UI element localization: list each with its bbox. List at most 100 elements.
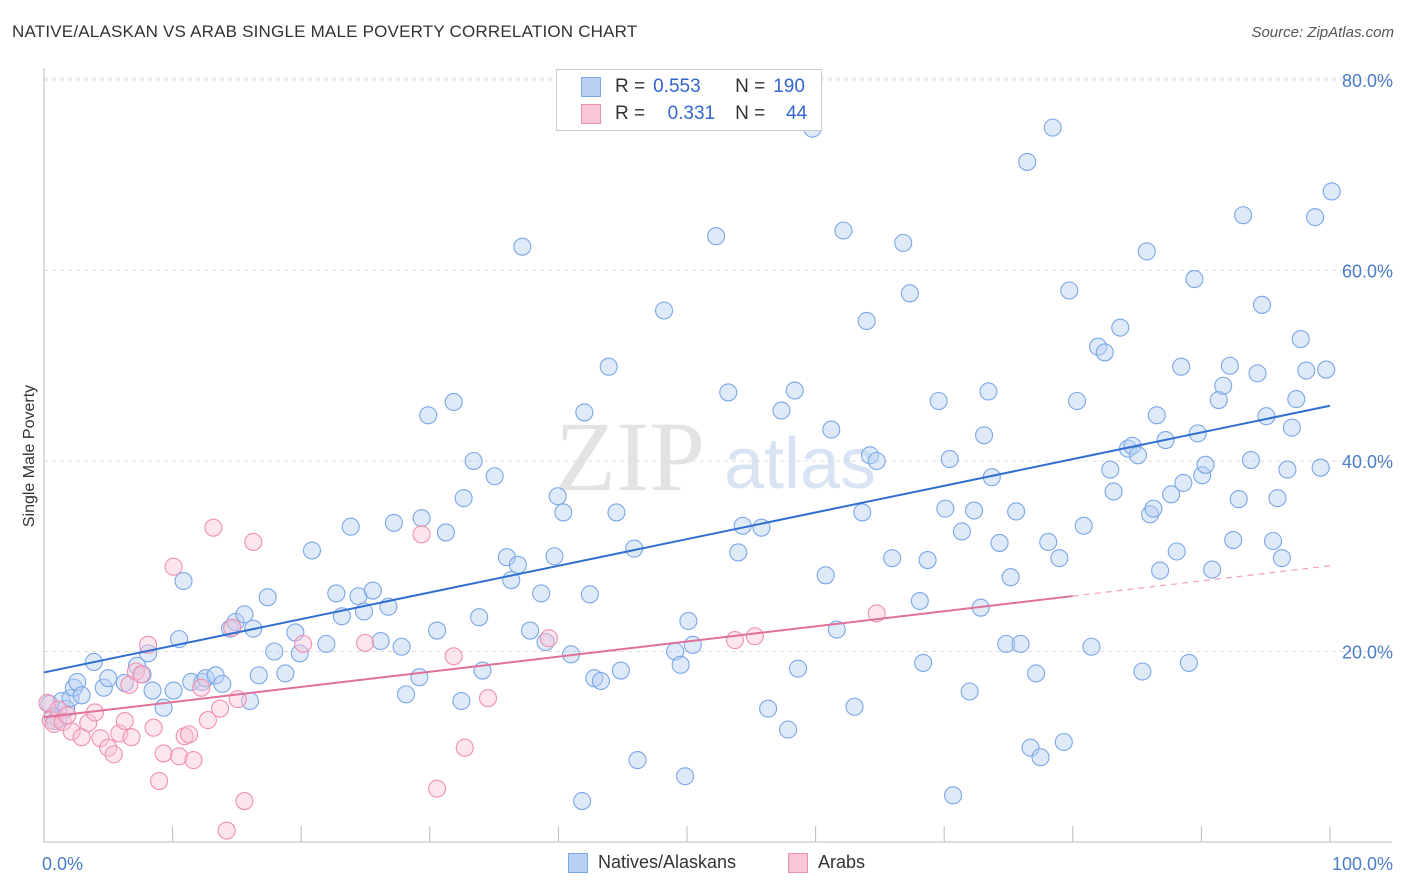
data-point (719, 383, 738, 402)
data-point (1101, 460, 1120, 479)
data-point (436, 523, 455, 542)
trend-line-natives (43, 404, 1331, 674)
bottom-legend-swatch-natives (568, 852, 588, 873)
watermark-atlas: atlas (724, 424, 876, 504)
data-point (1263, 531, 1283, 551)
data-point (1060, 281, 1079, 300)
data-point (834, 221, 853, 240)
data-point (883, 549, 902, 568)
data-point (217, 821, 236, 840)
data-point (196, 669, 215, 688)
data-point (392, 637, 411, 656)
data-point (539, 629, 558, 648)
data-point (258, 588, 277, 607)
data-point (822, 420, 841, 439)
data-point (745, 627, 764, 646)
data-point (184, 751, 203, 770)
data-point (599, 357, 618, 376)
data-point (918, 551, 937, 570)
data-point (412, 525, 431, 544)
data-point (1031, 748, 1050, 767)
data-point (444, 647, 463, 666)
legend-swatch-natives (581, 77, 601, 97)
data-point (1137, 242, 1156, 261)
data-point (132, 665, 151, 684)
data-point (104, 745, 123, 764)
data-point (99, 669, 118, 688)
data-point (317, 634, 336, 653)
data-point (1162, 485, 1181, 504)
watermark: ZIP atlas (555, 401, 876, 512)
data-point (1248, 364, 1267, 383)
data-point (485, 467, 504, 486)
data-point (371, 631, 390, 651)
data-point (997, 634, 1016, 653)
data-point (384, 513, 403, 532)
chart-title: NATIVE/ALASKAN VS ARAB SINGLE MALE POVER… (12, 22, 638, 41)
data-point (57, 699, 76, 718)
data-point (115, 711, 134, 731)
data-point (1095, 343, 1114, 362)
data-point (154, 744, 173, 763)
bottom-legend-natives: Natives/Alaskans (568, 852, 736, 873)
data-point (591, 671, 610, 691)
data-point (64, 678, 83, 697)
data-point (940, 450, 959, 469)
legend-r-value: 0.553 (653, 76, 701, 97)
data-point (1203, 560, 1222, 579)
legend-r-label: R = (615, 76, 646, 97)
data-point (845, 697, 864, 716)
legend-r-label: R = (615, 103, 646, 124)
data-point (179, 725, 199, 744)
data-point (79, 713, 98, 732)
data-point (1054, 732, 1073, 752)
trend-lines (43, 404, 1331, 719)
data-point (235, 605, 254, 624)
data-point (1082, 637, 1101, 656)
data-point (894, 233, 913, 252)
data-point (1050, 549, 1069, 568)
data-point (1311, 458, 1330, 477)
data-point (341, 517, 360, 536)
data-point (198, 711, 217, 730)
data-point (607, 503, 626, 522)
data-point (470, 608, 489, 627)
bottom-legend-label-arabs: Arabs (818, 852, 866, 872)
data-point (857, 311, 876, 331)
data-point (655, 301, 674, 320)
data-point (1021, 738, 1040, 757)
data-point (1068, 391, 1087, 411)
data-point (38, 693, 57, 712)
data-point (521, 621, 540, 640)
data-point (452, 691, 471, 711)
correlation-legend: R = 0.553 N = 190 R = 0.331 N = 44 (556, 69, 822, 131)
data-point (729, 543, 748, 562)
data-point (772, 401, 791, 420)
data-point (72, 686, 91, 705)
data-point (1018, 152, 1037, 171)
data-point (62, 722, 81, 741)
data-point (1151, 561, 1170, 580)
data-point (213, 674, 232, 693)
data-point (1220, 356, 1239, 375)
data-point (1306, 208, 1325, 227)
data-point (1027, 664, 1046, 683)
data-point (356, 633, 375, 652)
data-point (1193, 466, 1212, 485)
data-point (1252, 295, 1272, 314)
data-point (1104, 482, 1123, 501)
data-point (94, 678, 113, 697)
legend-swatch-arabs (581, 104, 601, 124)
data-point (867, 451, 886, 471)
data-point (1229, 490, 1248, 509)
data-point (127, 656, 147, 675)
data-point (785, 381, 804, 400)
data-point (302, 541, 322, 560)
y-tick-label: 20.0% (1342, 643, 1393, 663)
data-point (276, 664, 295, 683)
data-point (211, 699, 230, 718)
legend-row-arabs: R = 0.331 N = 44 (581, 102, 807, 126)
data-point (235, 791, 254, 811)
data-point (1297, 361, 1316, 380)
data-point (816, 566, 835, 585)
